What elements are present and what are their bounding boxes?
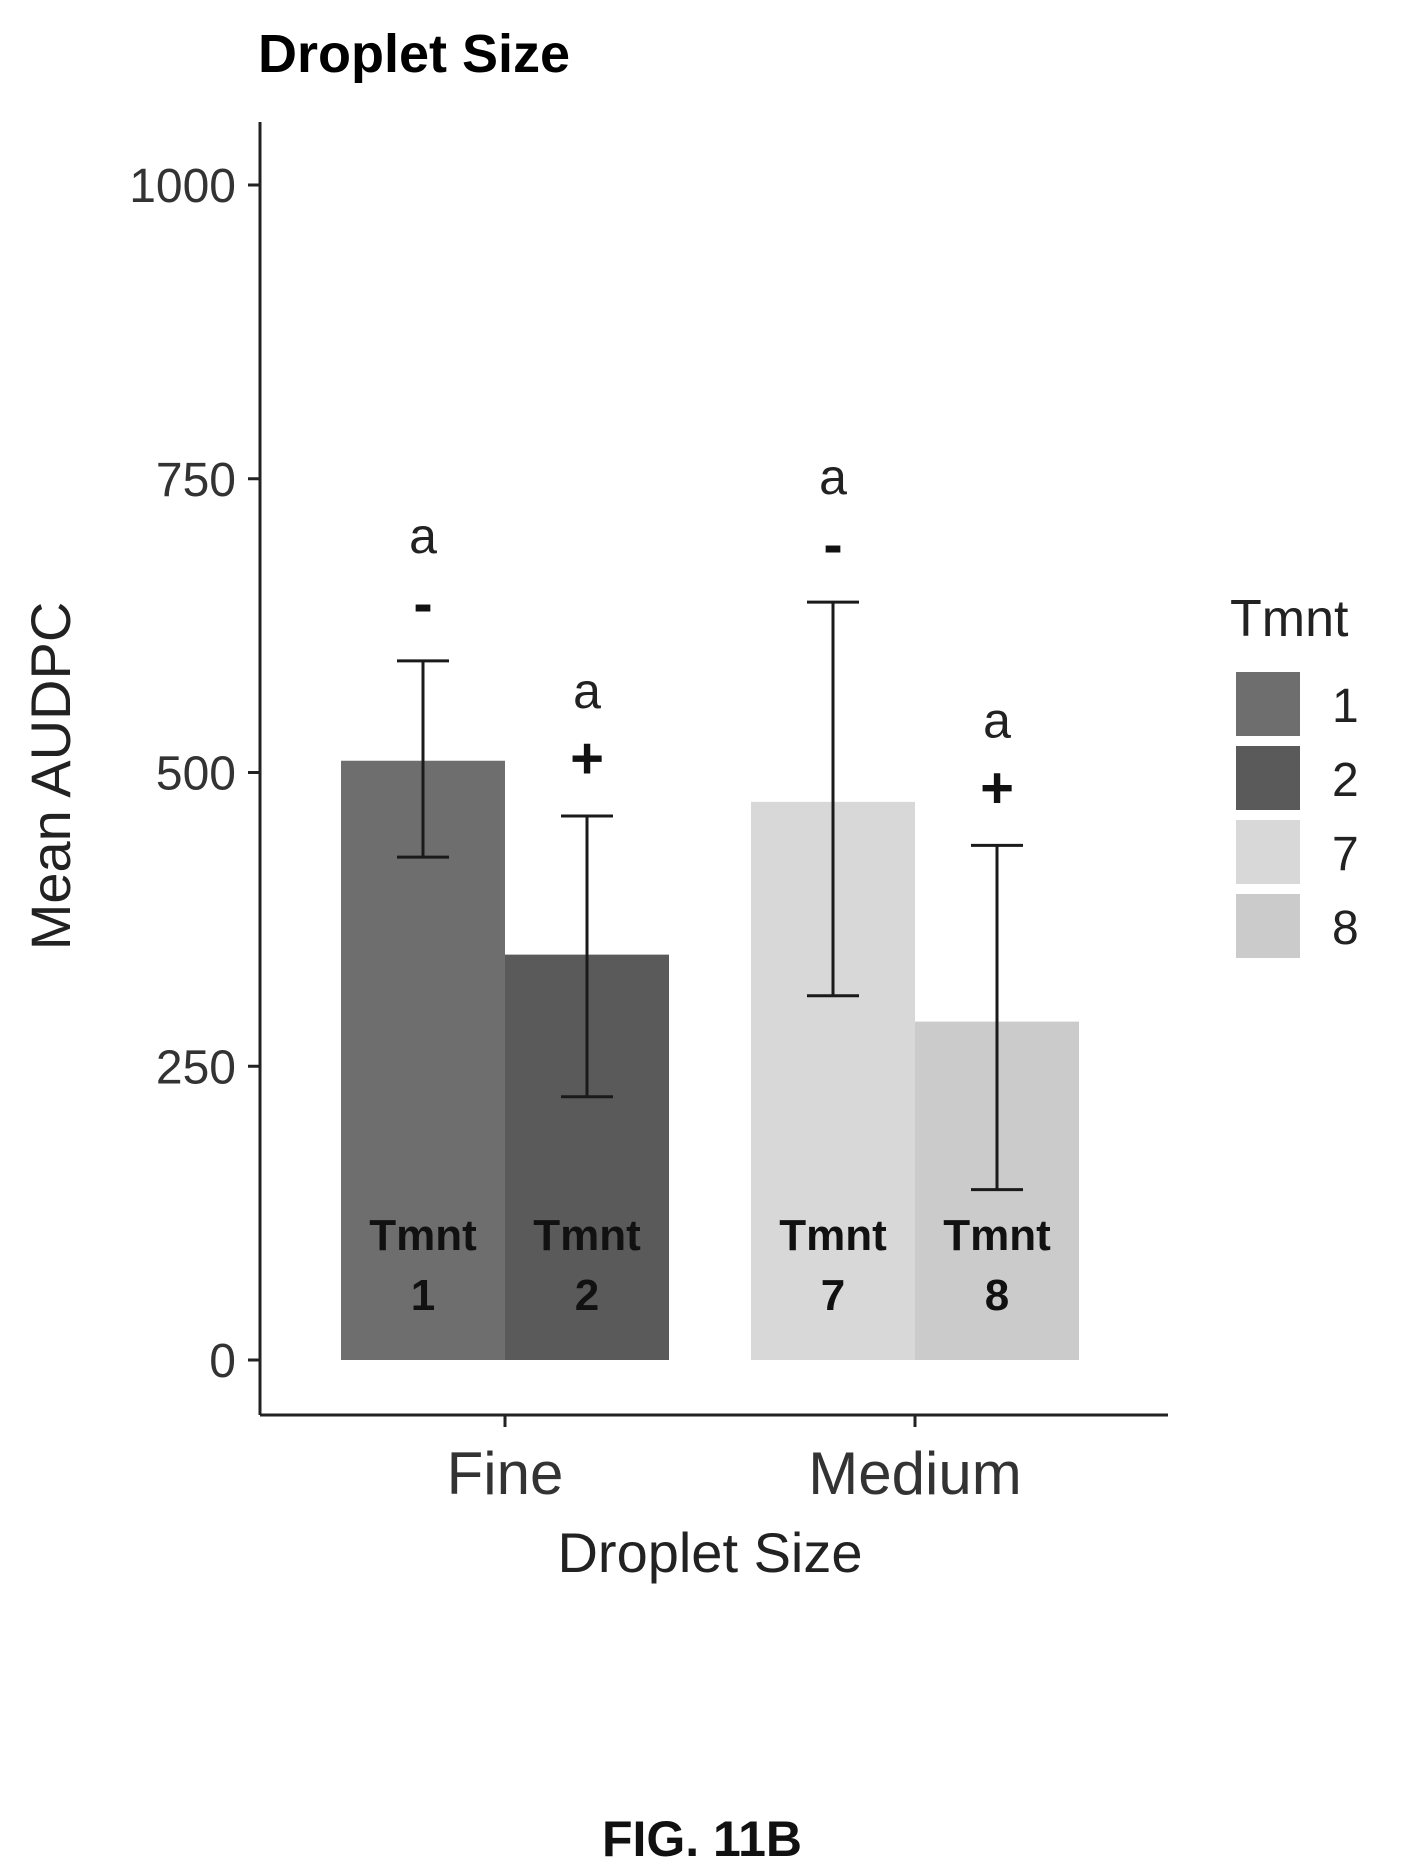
bar [341, 760, 505, 1360]
y-tick-label: 750 [156, 454, 236, 507]
significance-letter: a [983, 692, 1011, 748]
error-bars [397, 600, 1023, 1192]
significance-sign: + [570, 726, 604, 791]
significance-letter: a [819, 449, 847, 505]
legend-title: Tmnt [1230, 590, 1349, 648]
significance-letter: a [409, 508, 437, 564]
x-axis-title: Droplet Size [557, 1521, 862, 1584]
axes: 0 250 500 750 1000 Fine Medium [129, 122, 1168, 1507]
legend: Tmnt 1 2 7 8 [1230, 590, 1359, 958]
bar-label-line1: Tmnt [943, 1211, 1051, 1260]
y-tick-label: 500 [156, 748, 236, 801]
legend-swatch [1236, 746, 1300, 810]
y-axis-title: Mean AUDPC [19, 602, 82, 951]
bar-label-line1: Tmnt [779, 1211, 887, 1260]
legend-swatch [1236, 672, 1300, 736]
bar-chart: Droplet Size 0 250 500 750 1000 Fine Medium - a… [19, 24, 1359, 1584]
legend-label: 1 [1332, 680, 1359, 733]
y-tick-label: 1000 [129, 160, 236, 213]
chart-title: Droplet Size [258, 24, 570, 84]
bar-label-line1: Tmnt [533, 1211, 641, 1260]
figure-label: FIG. 11B [601, 1811, 803, 1867]
significance-sign: - [823, 512, 842, 577]
significance-sign: - [413, 571, 432, 636]
bar-label-line1: Tmnt [369, 1211, 477, 1260]
annotations: - a Tmnt 1 + a Tmnt 2 - a Tmnt 7 + a Tmnt 8 [369, 449, 1051, 1320]
bars [341, 760, 1079, 1360]
legend-label: 7 [1332, 828, 1359, 881]
legend-label: 8 [1332, 902, 1359, 955]
bar-label-line2: 8 [985, 1271, 1009, 1320]
legend-swatch [1236, 894, 1300, 958]
legend-swatch [1236, 820, 1300, 884]
bar-label-line2: 1 [411, 1271, 435, 1320]
x-tick-label: Medium [808, 1440, 1021, 1507]
significance-letter: a [573, 663, 601, 719]
significance-sign: + [980, 755, 1014, 820]
x-tick-label: Fine [447, 1440, 564, 1507]
y-tick-label: 0 [209, 1335, 236, 1388]
bar-label-line2: 2 [575, 1271, 599, 1320]
bar-label-line2: 7 [821, 1271, 845, 1320]
legend-label: 2 [1332, 754, 1359, 807]
y-tick-label: 250 [156, 1041, 236, 1094]
